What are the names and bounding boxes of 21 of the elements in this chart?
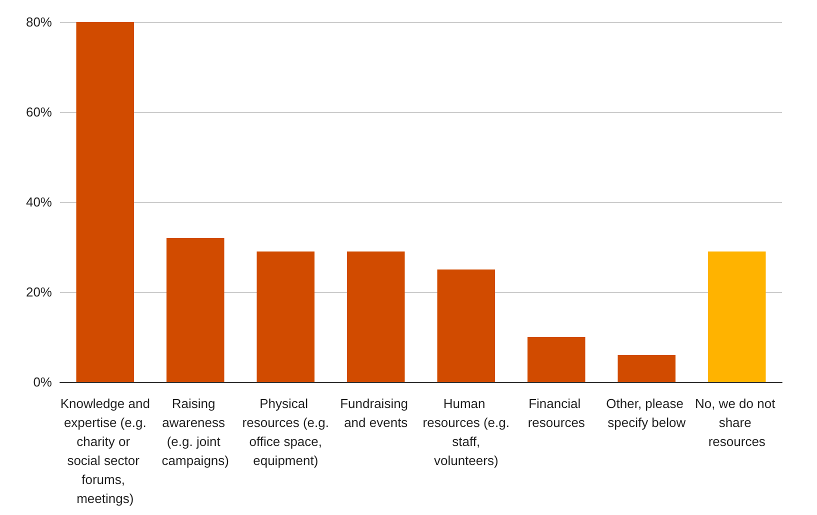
bar — [346, 252, 405, 382]
x-tick-label: Financial resources — [528, 396, 586, 430]
x-tick-label: No, we do not share resources — [694, 396, 779, 449]
y-tick-label: 60% — [26, 104, 52, 120]
x-tick-label: Human resources (e.g. staff, volunteers) — [422, 396, 510, 468]
bar — [256, 252, 315, 382]
bar — [76, 22, 134, 382]
bar — [708, 252, 766, 382]
y-tick-label: 20% — [26, 284, 52, 300]
x-tick-label: Raising awareness (e.g. joint campaigns) — [162, 396, 229, 468]
bar — [437, 270, 496, 382]
bar — [618, 355, 676, 382]
bar — [527, 337, 586, 382]
bar — [166, 238, 224, 382]
x-tick-label: Other, please specify below — [606, 396, 688, 430]
x-tick-label: Knowledge and expertise (e.g. charity or social sector forums, meetings) — [60, 396, 150, 506]
y-tick-label: 80% — [26, 14, 52, 30]
y-tick-label: 40% — [26, 194, 52, 210]
x-tick-label: Fundraising and events — [340, 396, 412, 430]
x-tick-label: Physical resources (e.g. office space, equipment) — [242, 396, 329, 468]
y-tick-label: 0% — [33, 374, 52, 390]
